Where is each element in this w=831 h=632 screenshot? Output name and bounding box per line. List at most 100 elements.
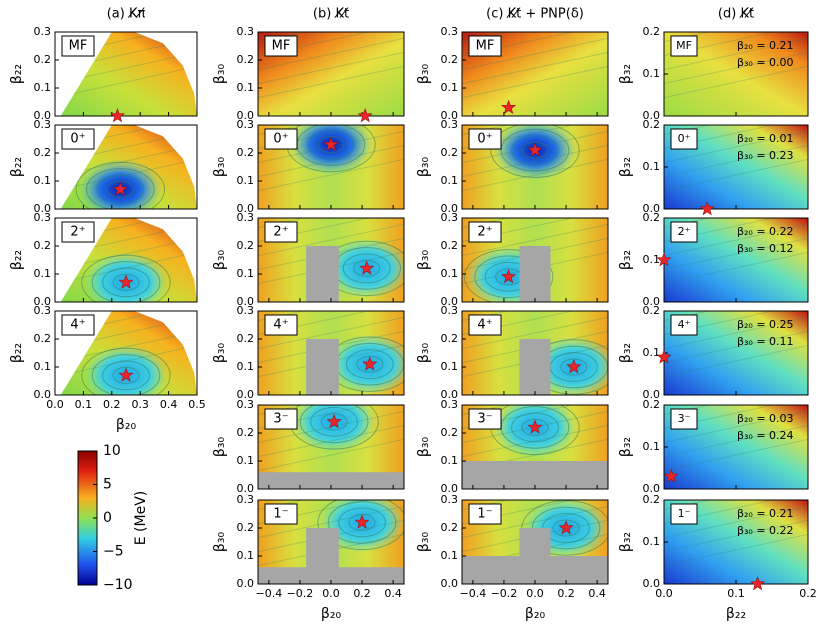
panel: 0.0 0.1 0.2 0.3 β₃₀ 2⁺ [212, 211, 405, 308]
contour-line [664, 158, 808, 192]
contour-line [102, 360, 150, 391]
panel-label: 2⁺ [273, 225, 288, 240]
panel-label-box [264, 314, 298, 336]
colorbar-tick-label: 0 [103, 510, 112, 526]
contour-line [521, 141, 549, 159]
contour-line [258, 158, 404, 192]
y-tick-label: 0.0 [34, 295, 52, 308]
annotation: β₂₀ = 0.25 [737, 318, 794, 331]
annotation: β₃₀ = 0.00 [737, 56, 794, 69]
y-tick-label: 0.2 [237, 239, 255, 252]
masked-region [258, 472, 404, 489]
panel-label-box [264, 128, 298, 150]
panel: 0.0 0.1 0.2 0.3 β₃₀ 4⁺ [416, 304, 609, 401]
y-tick-label: 0.3 [237, 398, 255, 411]
contour-line [664, 505, 808, 539]
y-tick-label: 0.2 [237, 332, 255, 345]
panel-label: 3⁻ [477, 412, 492, 427]
y-tick-label: 0.0 [643, 202, 661, 215]
contour-line [81, 254, 171, 302]
x-tick-label: 0.2 [557, 587, 575, 600]
panel-label: 1⁻ [273, 507, 288, 522]
y-axis-label: β₃₂ [618, 437, 634, 457]
y-tick-label: 0.3 [34, 211, 52, 224]
minimum-star [359, 260, 375, 275]
contour-line [462, 424, 608, 458]
masked-region [306, 246, 339, 302]
y-tick-label: 0.3 [441, 211, 459, 224]
panel-label-box [468, 408, 502, 430]
y-tick-label: 0.0 [237, 202, 255, 215]
contour-line [317, 136, 345, 154]
y-axis-label: β₃₂ [618, 64, 634, 84]
x-axis-label: β₂₂ [726, 606, 746, 622]
panel-label: MF [69, 39, 88, 54]
y-axis-label: β₃₀ [212, 250, 228, 271]
y-tick-label: 0.2 [441, 146, 459, 159]
contour-line [462, 65, 608, 99]
contour-line [664, 533, 808, 567]
contour-line [81, 347, 171, 395]
y-tick-label: 0.1 [643, 535, 661, 548]
y-axis-label: β₃₂ [618, 250, 634, 270]
panel-label: 2⁺ [678, 225, 691, 238]
annotation: β₃₀ = 0.24 [737, 429, 794, 442]
y-tick-label: 0.2 [441, 332, 459, 345]
y-axis-label: β₃₀ [212, 64, 228, 85]
contour-line [664, 410, 808, 444]
panel: 0.0 0.1 0.2 0.3 0.0 0.1 0.2 0.3 0.4 0.5 β₂₀ β₂₂ 4⁺ [9, 304, 206, 433]
y-tick-label: 0.0 [441, 109, 459, 122]
x-tick-label: 0.1 [727, 587, 745, 600]
panel: 0.0 0.1 0.2 0.3 β₃₀ 0⁺ [212, 118, 405, 215]
y-tick-label: 0.3 [237, 211, 255, 224]
panel: 0.0 0.1 0.2 β₃₂ 4⁺ β₂₀ = 0.25 β₃₀ = 0.11 [618, 304, 809, 401]
panel-label: 0⁺ [70, 132, 85, 147]
contour-line [521, 418, 549, 436]
y-tick-label: 0.1 [441, 267, 459, 280]
y-axis-label: β₂₂ [9, 157, 25, 177]
colorbar-tick-label: −10 [103, 577, 133, 593]
y-tick-label: 0.2 [643, 25, 661, 38]
minimum-star [699, 201, 715, 216]
masked-region [306, 528, 339, 584]
y-axis-label: β₃₂ [618, 343, 634, 363]
contour-line [664, 316, 808, 350]
x-tick-label: 0.4 [588, 587, 606, 600]
y-tick-label: 0.0 [643, 482, 661, 495]
column-title: (a) K̸π̸ [107, 7, 146, 22]
contour-line [86, 168, 155, 209]
y-axis-label: β₃₀ [212, 532, 228, 553]
contour-line [560, 358, 588, 376]
contour-line [511, 412, 559, 443]
y-tick-label: 0.2 [237, 426, 255, 439]
annotation: β₃₀ = 0.22 [737, 524, 794, 537]
y-tick-label: 0.2 [643, 304, 661, 317]
contour-line [102, 267, 150, 298]
x-tick-label: 0.4 [160, 398, 178, 411]
panel: 0.0 0.1 0.2 0.3 β₃₀ MF [212, 25, 405, 123]
x-tick-label: 0.0 [46, 398, 64, 411]
y-tick-label: 0.2 [34, 53, 52, 66]
panel-label-box [670, 314, 698, 336]
contour-line [258, 65, 404, 99]
x-tick-label: 0.4 [384, 587, 402, 600]
column-title: (d) K̸t̸ [718, 7, 754, 22]
y-axis-label: β₃₀ [212, 343, 228, 364]
y-tick-label: 0.1 [643, 346, 661, 359]
y-axis-label: β₂₂ [9, 343, 25, 363]
y-tick-label: 0.2 [237, 521, 255, 534]
panel-label: 0⁺ [477, 132, 492, 147]
y-tick-label: 0.1 [441, 549, 459, 562]
panel-label-box [468, 503, 502, 525]
contour-line [258, 51, 404, 85]
panel: 0.0 0.1 0.2 0.3 β₃₀ MF [416, 25, 609, 122]
y-axis-label: β₃₀ [416, 250, 432, 271]
contour-line [462, 158, 608, 192]
panel: 0.0 0.1 0.2 0.3 β₃₀ 4⁺ [212, 304, 405, 401]
contour-line [258, 505, 404, 539]
minimum-star [362, 356, 378, 371]
y-tick-label: 0.0 [441, 577, 459, 590]
contour-line [664, 330, 808, 364]
